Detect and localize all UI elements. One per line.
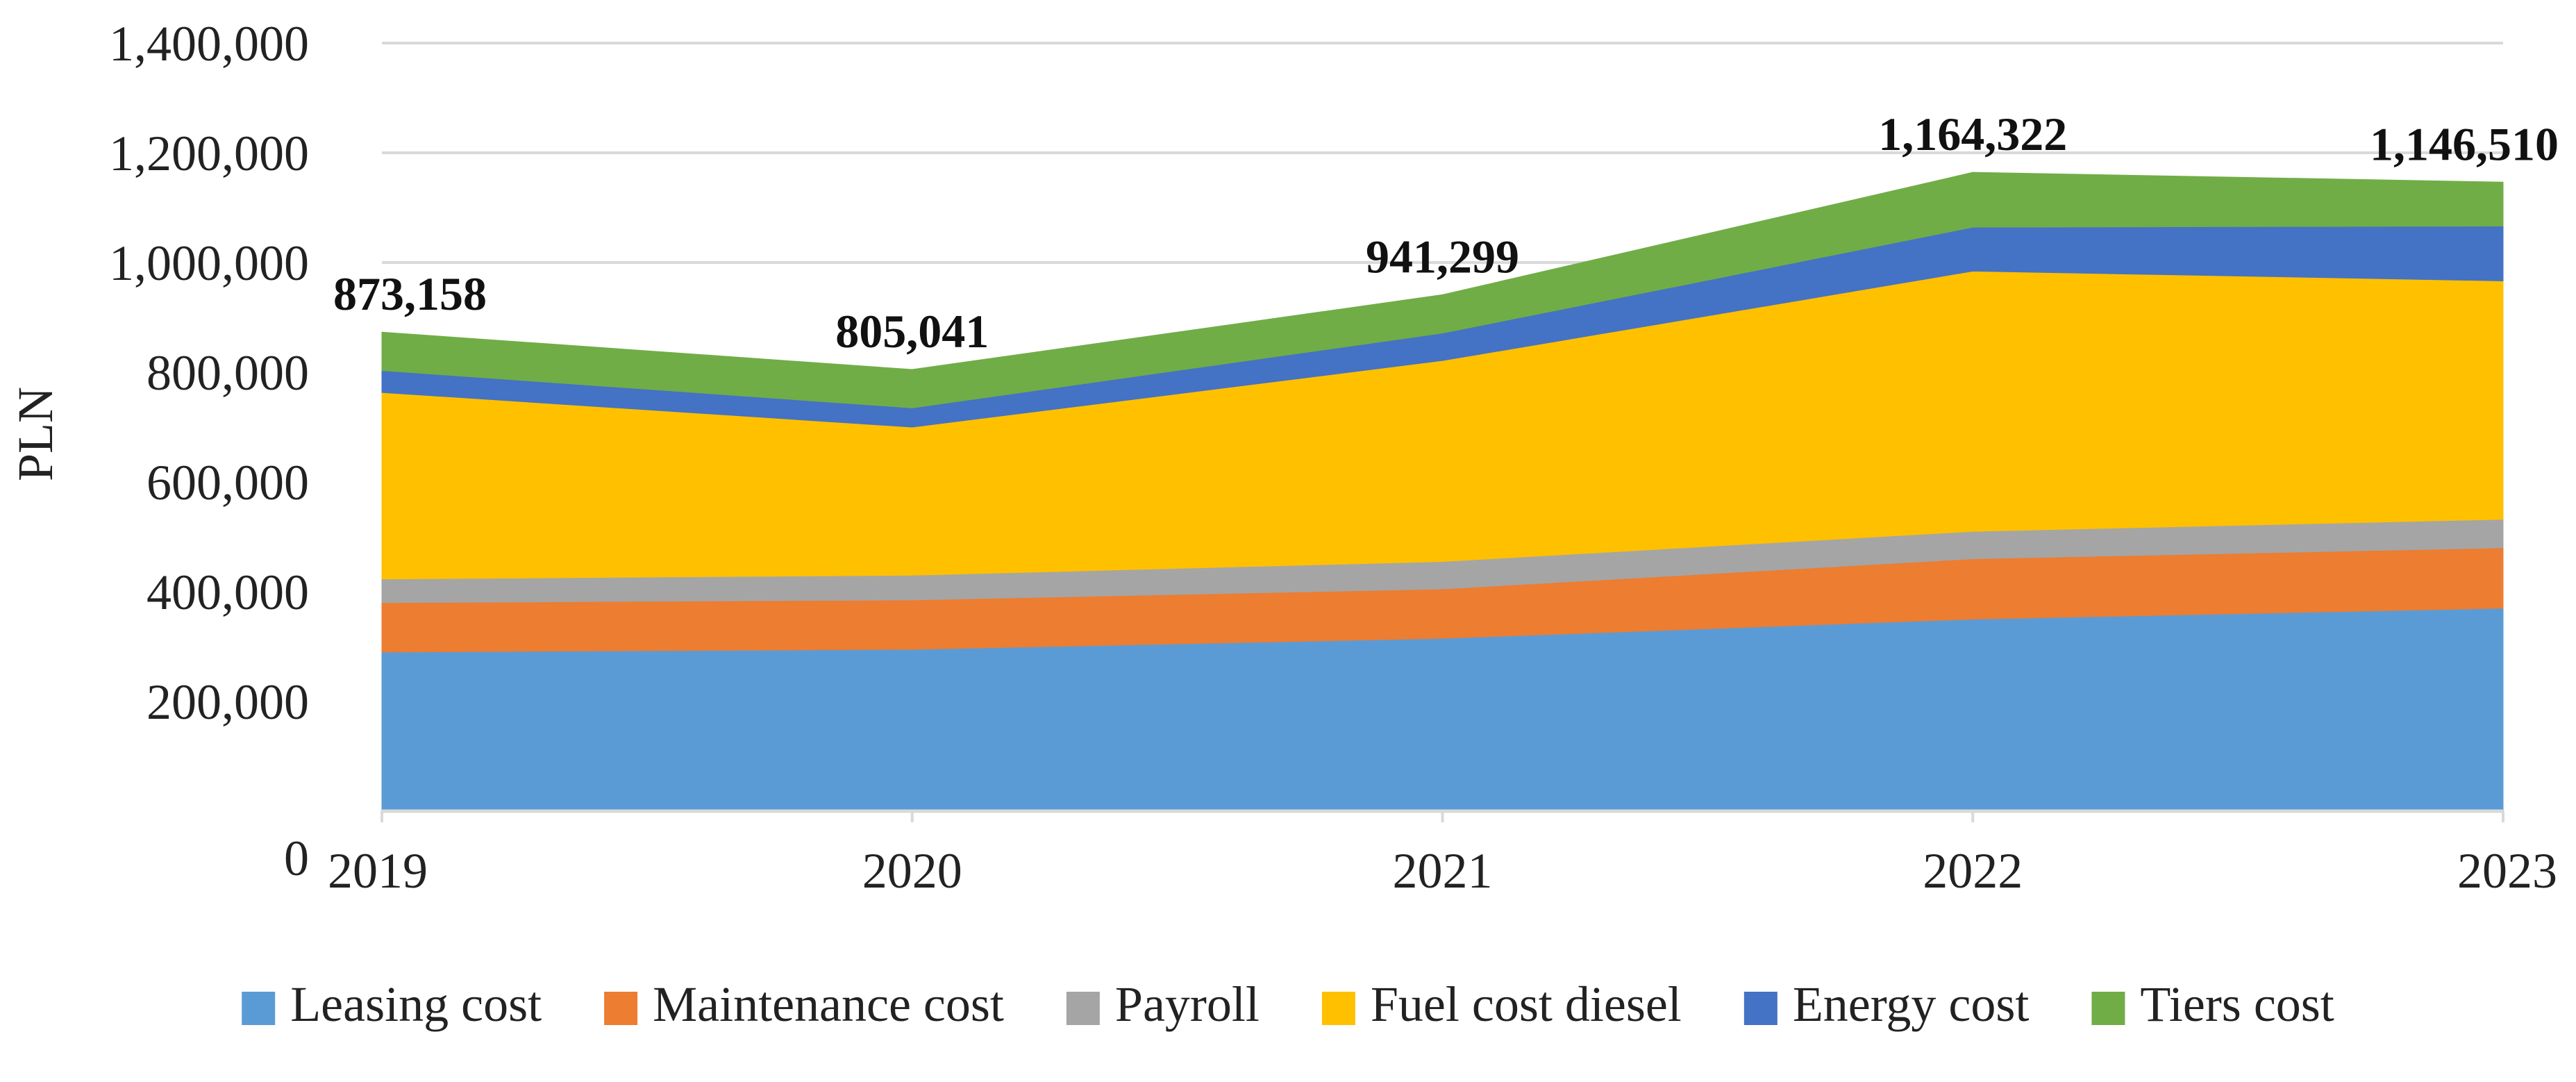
total-label: 1,146,510 bbox=[2370, 117, 2559, 170]
legend-label: Tiers cost bbox=[2140, 976, 2334, 1032]
axes bbox=[380, 809, 2504, 822]
legend-item: Energy cost bbox=[1743, 976, 2030, 1032]
legend-item: Maintenance cost bbox=[604, 976, 1004, 1032]
legend-label: Maintenance cost bbox=[653, 976, 1004, 1032]
area-tiers-cost bbox=[381, 172, 2504, 408]
x-tick-label: 2021 bbox=[1393, 843, 1493, 899]
legend-item: Payroll bbox=[1066, 976, 1260, 1032]
y-tick-label: 1,400,000 bbox=[109, 16, 309, 72]
total-label: 941,299 bbox=[1366, 230, 1519, 283]
y-tick-label: 0 bbox=[284, 831, 309, 886]
total-label: 805,041 bbox=[835, 305, 989, 358]
y-tick-label: 1,000,000 bbox=[109, 235, 309, 291]
x-tick-label: 2022 bbox=[1923, 843, 2023, 899]
legend-swatch bbox=[1321, 992, 1355, 1025]
total-label: 1,164,322 bbox=[1878, 108, 2067, 160]
legend-label: Leasing cost bbox=[290, 976, 542, 1032]
x-tick-label: 2019 bbox=[328, 843, 428, 899]
legend-item: Fuel cost diesel bbox=[1321, 976, 1682, 1032]
x-tick-labels: 2019 2020 2021 2022 2023 bbox=[328, 843, 2557, 899]
x-tick-label: 2020 bbox=[862, 843, 962, 899]
y-tick-label: 400,000 bbox=[147, 565, 309, 620]
legend-item: Leasing cost bbox=[242, 976, 542, 1032]
total-labels: 873,158 805,041 941,299 1,164,322 1,146,510 bbox=[333, 108, 2559, 358]
y-axis-title: PLN bbox=[8, 387, 63, 481]
y-tick-labels: 0 200,000 400,000 600,000 800,000 1,000,000 1,… bbox=[109, 16, 309, 886]
legend-swatch bbox=[604, 992, 638, 1025]
legend-swatch bbox=[2091, 992, 2125, 1025]
legend-item: Tiers cost bbox=[2091, 976, 2334, 1032]
y-tick-label: 200,000 bbox=[147, 674, 309, 730]
legend-label: Fuel cost diesel bbox=[1371, 976, 1682, 1032]
y-tick-label: 800,000 bbox=[147, 345, 309, 401]
total-label: 873,158 bbox=[333, 267, 487, 320]
legend-swatch bbox=[242, 992, 276, 1025]
legend-swatch bbox=[1066, 992, 1100, 1025]
y-tick-label: 600,000 bbox=[147, 455, 309, 510]
legend: Leasing cost Maintenance cost Payroll Fuel … bbox=[242, 976, 2334, 1032]
series-areas bbox=[381, 172, 2504, 812]
legend-label: Energy cost bbox=[1793, 976, 2030, 1032]
x-tick-label: 2023 bbox=[2457, 843, 2557, 899]
legend-label: Payroll bbox=[1115, 976, 1260, 1032]
y-tick-label: 1,200,000 bbox=[109, 126, 309, 181]
legend-swatch bbox=[1743, 992, 1778, 1025]
